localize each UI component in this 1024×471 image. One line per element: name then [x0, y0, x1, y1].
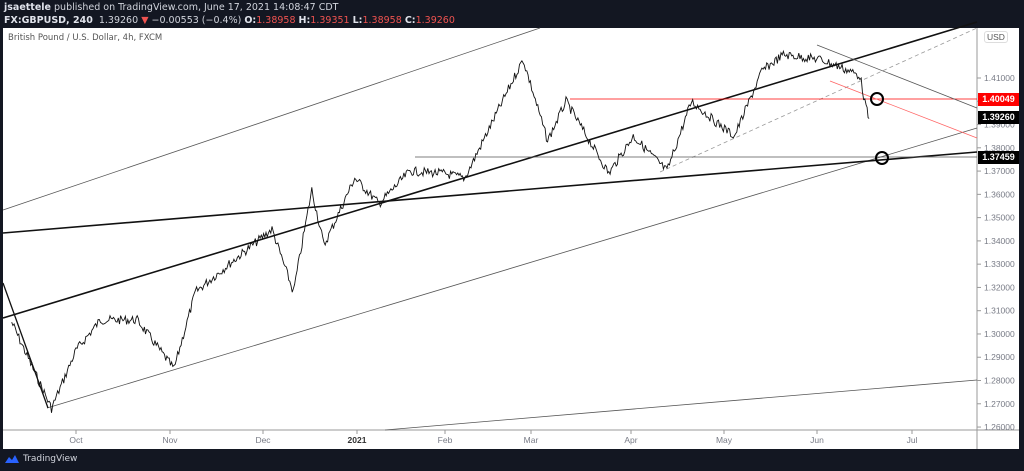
publish-info: jsaettele published on TradingView.com, … [4, 2, 338, 13]
price-tag-resistance: 1.40049 [978, 93, 1019, 106]
time-tick-label: May [716, 435, 733, 445]
dashed-trendline [659, 27, 978, 173]
circle-marker-resistance [870, 92, 884, 106]
mid-trendline [2, 21, 978, 319]
low-value: 1.38958 [362, 15, 402, 26]
price-tick-label: 1.36000 [984, 189, 1015, 199]
price-tag-support: 1.37459 [978, 151, 1019, 164]
time-tick-label: Feb [438, 435, 453, 445]
time-tick-label: Oct [69, 435, 83, 445]
tradingview-logo-icon [5, 455, 19, 463]
price-tick-label: 1.32000 [984, 282, 1015, 292]
brand-name: TradingView [23, 454, 78, 464]
time-tick-label: Dec [255, 435, 271, 445]
currency-label[interactable]: USD [984, 31, 1008, 43]
close-value: 1.39260 [415, 15, 455, 26]
price-tick-label: 1.35000 [984, 213, 1015, 223]
price-tag-last: 1.39260 [978, 111, 1019, 124]
triangle-down-icon: ▼ [141, 15, 149, 26]
author-name[interactable]: jsaettele [4, 2, 51, 13]
low-label: L: [352, 15, 363, 26]
time-tick-label: Apr [624, 435, 637, 445]
price-tick-label: 1.37000 [984, 166, 1015, 176]
time-tick-label: Mar [524, 435, 539, 445]
symbol-label: FX:GBPUSD, 240 [4, 15, 93, 26]
chart-title: British Pound / U.S. Dollar, 4h, FXCM [8, 33, 163, 43]
circle-marker-support [875, 151, 889, 165]
price-tick-label: 1.29000 [984, 352, 1015, 362]
price-tick-label: 1.33000 [984, 259, 1015, 269]
last-price: 1.39260 [98, 15, 139, 26]
price-tick-label: 1.26000 [984, 422, 1015, 432]
price-tick-label: 1.30000 [984, 329, 1015, 339]
price-tick-label: 1.39000 [984, 120, 1015, 130]
price-series [11, 49, 870, 413]
time-tick-label: Nov [162, 435, 178, 445]
price-tick-label: 1.28000 [984, 376, 1015, 386]
price-tick-label: 1.38000 [984, 143, 1015, 153]
close-label: C: [404, 15, 416, 26]
time-tick-label: Jun [810, 435, 824, 445]
symbol-info: FX:GBPUSD, 240 1.39260 ▼ −0.00553 (−0.4%… [4, 15, 455, 26]
time-tick-label: 2021 [348, 435, 367, 445]
red-descending-channel [829, 80, 978, 139]
price-tick-label: 1.27000 [984, 399, 1015, 409]
open-value: 1.38958 [256, 15, 296, 26]
price-tick-label: 1.31000 [984, 306, 1015, 316]
long-support-trendline [2, 151, 978, 234]
time-axis[interactable]: Oct Nov Dec 2021 Feb Mar Apr May Jun Jul [69, 430, 918, 445]
high-label: H: [298, 15, 311, 26]
price-axis[interactable]: 1.410001.400001.390001.380001.370001.360… [977, 73, 1015, 432]
open-label: O: [244, 15, 257, 26]
price-tick-label: 1.41000 [984, 73, 1015, 83]
lower-channel-line [46, 127, 978, 409]
upper-channel-line [2, 27, 541, 211]
publish-line: published on TradingView.com, June 17, 2… [54, 2, 339, 13]
chart-panel[interactable] [3, 28, 1019, 449]
descending-trendline [816, 44, 978, 109]
price-tick-label: 1.34000 [984, 236, 1015, 246]
steep-down-line [2, 282, 49, 409]
time-tick-label: Jul [907, 435, 918, 445]
tradingview-brand[interactable]: TradingView [4, 454, 77, 464]
bottom-trendline [384, 379, 978, 431]
price-change: −0.00553 (−0.4%) [151, 15, 242, 26]
high-value: 1.39351 [310, 15, 350, 26]
